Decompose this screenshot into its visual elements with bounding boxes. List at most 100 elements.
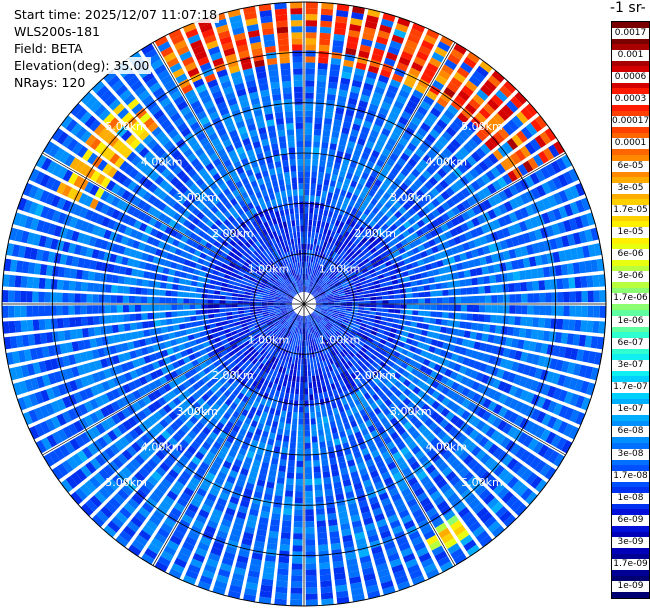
range-gate	[305, 44, 317, 51]
range-gate	[325, 324, 331, 330]
range-gate	[347, 323, 354, 329]
range-gate	[355, 143, 364, 152]
range-gate	[319, 374, 324, 381]
range-gate	[492, 378, 501, 389]
range-gate	[359, 277, 366, 283]
range-gate	[275, 323, 282, 329]
range-gate	[231, 307, 238, 312]
range-gate	[340, 304, 347, 306]
range-gate	[360, 561, 373, 570]
range-gate	[423, 95, 435, 106]
range-gate	[434, 140, 445, 151]
range-gate	[394, 389, 403, 398]
range-gate	[195, 298, 202, 304]
range-gate	[598, 274, 606, 287]
range-gate	[193, 351, 202, 359]
range-gate	[343, 422, 351, 431]
range-gate	[103, 464, 115, 477]
range-gate	[314, 232, 319, 239]
range-gate	[332, 334, 338, 340]
range-gate	[294, 497, 303, 504]
range-gate	[487, 497, 500, 510]
range-gate	[69, 438, 81, 451]
range-gate	[484, 139, 496, 151]
range-gate	[172, 529, 185, 541]
range-gate	[308, 388, 313, 395]
range-gate	[422, 459, 433, 470]
range-gate	[485, 170, 496, 182]
range-gate	[505, 156, 516, 168]
range-gate	[218, 357, 226, 364]
range-gate	[421, 39, 435, 51]
range-gate	[531, 242, 541, 254]
range-gate	[6, 352, 15, 365]
range-gate	[345, 146, 354, 155]
range-gate	[123, 351, 132, 361]
range-gate	[291, 344, 295, 352]
range-gate	[489, 324, 497, 334]
range-gate	[407, 226, 415, 235]
range-gate	[374, 336, 382, 342]
range-gate	[343, 59, 355, 68]
range-gate	[376, 304, 383, 308]
range-gate	[175, 263, 184, 271]
range-gate	[202, 402, 211, 412]
range-gate	[544, 466, 557, 481]
range-gate	[82, 363, 92, 374]
range-gate	[367, 357, 375, 365]
range-gate	[334, 300, 341, 303]
range-gate	[324, 428, 331, 436]
range-gate	[471, 462, 483, 474]
range-gate	[32, 291, 39, 303]
range-gate	[250, 314, 258, 318]
range-gate	[235, 419, 243, 428]
range-gate	[360, 213, 368, 221]
range-gate	[500, 159, 511, 172]
range-gate	[335, 584, 348, 593]
range-gate	[359, 94, 370, 103]
range-gate	[261, 411, 268, 419]
range-gate	[237, 297, 244, 301]
range-gate	[482, 199, 492, 210]
range-gate	[132, 390, 142, 400]
range-gate	[399, 314, 407, 320]
range-gate	[308, 314, 313, 321]
range-gate	[271, 317, 278, 322]
range-gate	[229, 584, 242, 594]
range-gate	[315, 337, 319, 345]
range-gate	[362, 343, 370, 350]
range-gate	[275, 312, 282, 317]
range-gate	[62, 241, 71, 253]
range-gate	[318, 289, 325, 295]
range-gate	[219, 300, 226, 304]
range-gate	[75, 269, 84, 280]
range-gate	[499, 239, 508, 250]
range-gate	[368, 236, 376, 243]
range-gate	[283, 313, 289, 318]
range-gate	[297, 364, 301, 371]
range-gate	[345, 294, 352, 298]
range-gate	[309, 201, 315, 208]
range-gate	[316, 183, 323, 191]
range-gate	[141, 279, 149, 287]
range-gate	[286, 306, 293, 309]
range-gate	[353, 255, 361, 262]
range-gate	[438, 461, 449, 473]
range-gate	[212, 541, 225, 551]
range-gate	[268, 294, 275, 298]
range-gate	[40, 389, 50, 402]
range-gate	[155, 273, 163, 281]
range-gate	[403, 492, 415, 503]
range-gate	[429, 318, 437, 324]
range-gate	[407, 564, 421, 575]
range-gate	[94, 396, 105, 407]
range-gate	[279, 305, 286, 307]
range-gate	[221, 361, 229, 369]
range-gate	[177, 343, 186, 351]
range-gate	[325, 105, 334, 113]
range-gate	[340, 467, 349, 476]
range-gate	[356, 359, 364, 367]
range-gate	[580, 197, 591, 211]
range-gate	[431, 400, 441, 410]
range-gate	[284, 314, 290, 320]
